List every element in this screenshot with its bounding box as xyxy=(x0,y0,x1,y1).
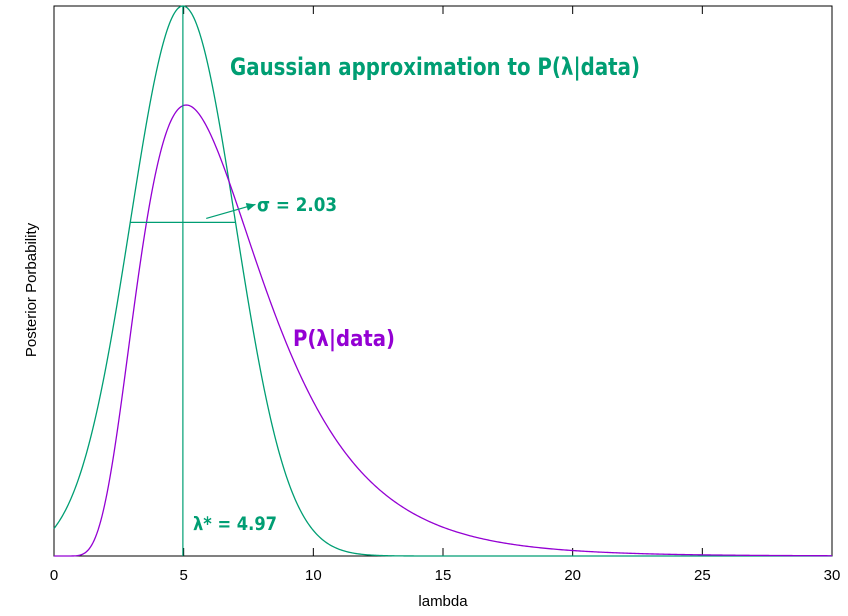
posterior-curve xyxy=(54,104,832,557)
x-axis-tick-labels: 0 5 10 15 20 25 30 xyxy=(50,567,841,584)
y-axis-title: Posterior Porbability xyxy=(23,222,40,357)
x-tick-label: 30 xyxy=(824,567,841,584)
x-tick-label: 25 xyxy=(694,567,711,584)
x-tick-label: 15 xyxy=(435,567,452,584)
x-tick-label: 20 xyxy=(564,567,581,584)
x-tick-label: 10 xyxy=(305,567,322,584)
x-axis-ticks xyxy=(53,6,833,556)
x-tick-label: 0 xyxy=(50,567,58,584)
x-tick-label: 5 xyxy=(179,567,187,584)
lambda-star-label: λ* = 4.97 xyxy=(193,513,277,535)
plot-frame xyxy=(53,5,833,557)
sigma-label: σ = 2.03 xyxy=(257,194,337,216)
sigma-arrowhead xyxy=(245,203,256,211)
gaussian-series-label: Gaussian approximation to P(λ|data) xyxy=(230,53,640,81)
x-axis-title: lambda xyxy=(418,593,468,610)
posterior-series-label: P(λ|data) xyxy=(293,327,395,352)
gaussian-approximation-curve xyxy=(53,5,832,557)
